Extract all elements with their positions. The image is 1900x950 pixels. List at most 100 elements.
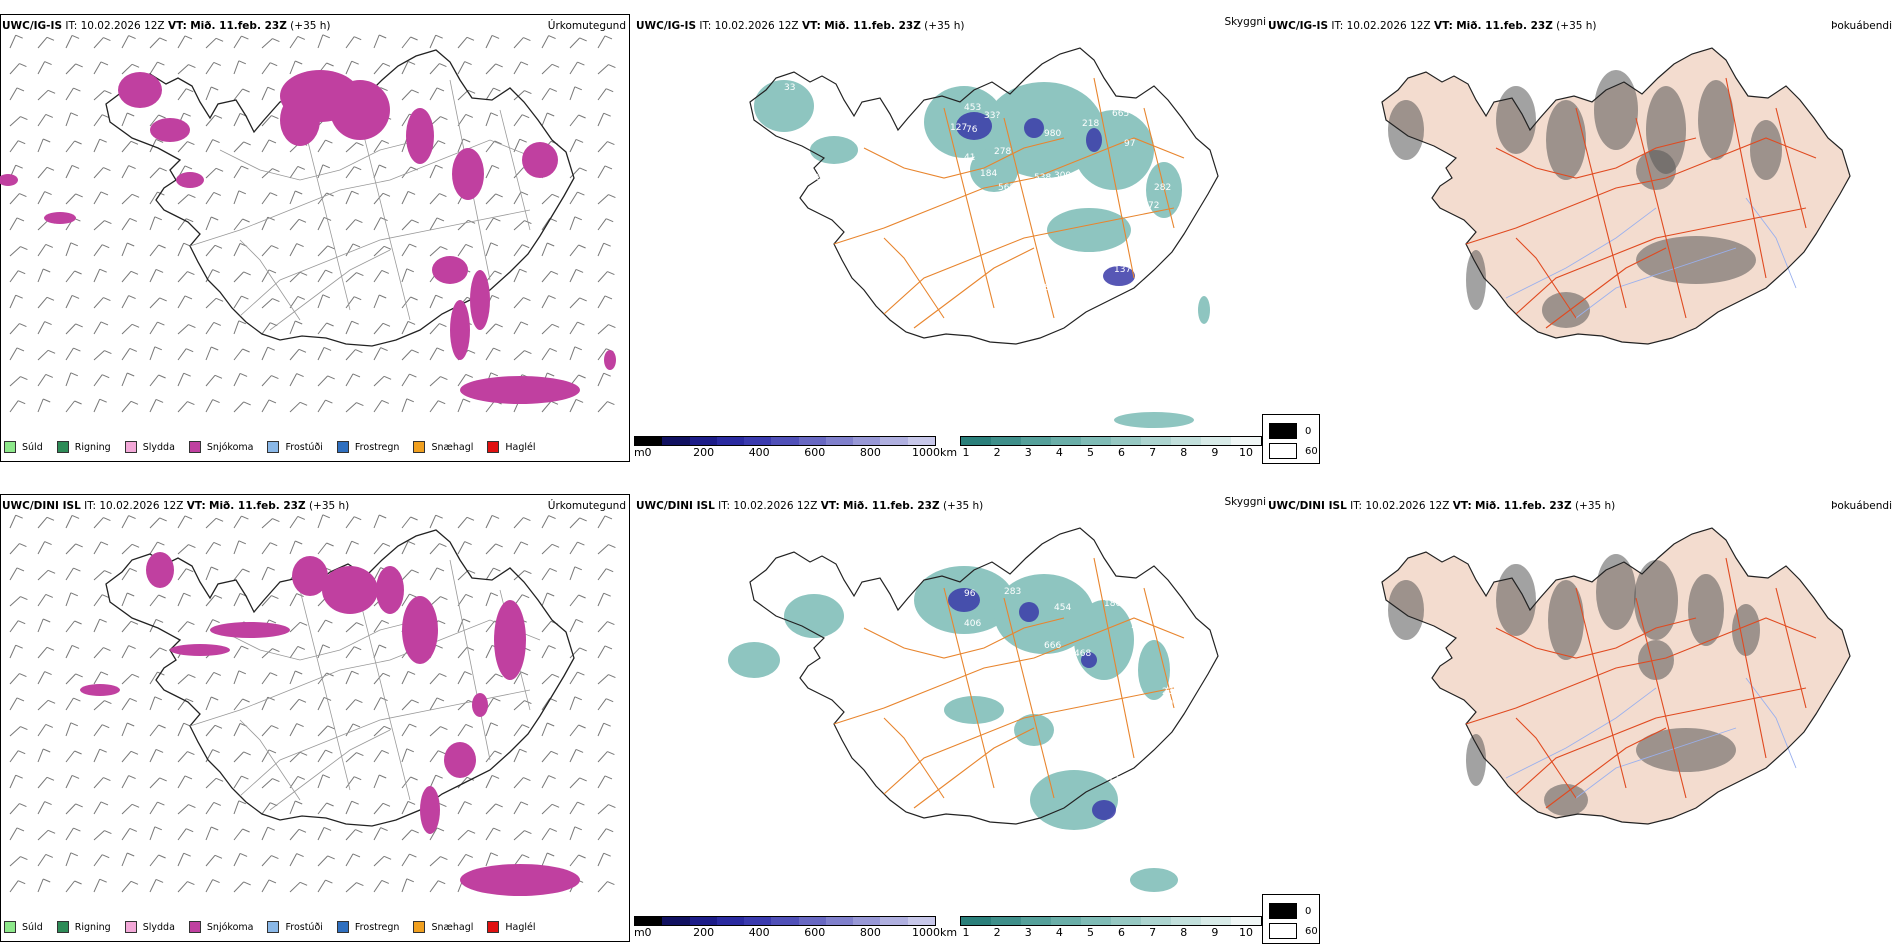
road-segment xyxy=(239,719,301,801)
vt-value: Mið. 11.feb. 23Z xyxy=(1456,20,1553,32)
wind-barb xyxy=(429,567,445,581)
wind-barb xyxy=(205,37,224,49)
wind-barb xyxy=(233,645,249,659)
wind-barb xyxy=(569,594,586,607)
road-segment xyxy=(1775,107,1807,229)
wind-barb xyxy=(177,722,191,737)
cloud-base-label: 129 xyxy=(1086,259,1103,269)
road-segment xyxy=(269,729,391,811)
wind-barb xyxy=(233,295,249,309)
wind-barb xyxy=(261,725,279,737)
snow-area xyxy=(176,172,204,188)
wind-barb xyxy=(541,567,557,581)
wind-barb xyxy=(93,191,109,205)
wind-barb xyxy=(93,570,112,581)
cloud-base-map: 96 283 454 180 73 406 666 468 917 230 230 229 237 138 xyxy=(728,527,1219,892)
colorbar-segment xyxy=(907,917,935,925)
model-name: UWC/DINI ISL xyxy=(636,500,715,512)
wind-barb xyxy=(317,164,330,179)
wind-barb xyxy=(93,801,109,815)
wind-barb xyxy=(37,569,56,581)
wind-barb xyxy=(205,399,220,413)
wind-barb xyxy=(93,700,112,711)
wind-barb xyxy=(9,697,25,711)
fog-area xyxy=(1594,70,1638,150)
legend-item: Haglél xyxy=(487,921,536,933)
vt-value: Mið. 11.feb. 23Z xyxy=(209,500,306,512)
wind-barb xyxy=(457,569,476,581)
snow-area xyxy=(292,556,328,596)
wind-barb xyxy=(205,879,220,893)
wind-barb xyxy=(121,543,140,555)
wind-barb xyxy=(345,670,359,685)
river xyxy=(1505,687,1657,779)
fog-area xyxy=(1636,728,1736,772)
lead-time: (+35 h) xyxy=(942,500,984,512)
cloud-base-label: 97 xyxy=(1124,139,1135,149)
legend-swatch xyxy=(56,921,69,933)
wind-barb xyxy=(485,87,501,101)
wind-barb xyxy=(261,86,275,101)
road-segment xyxy=(1725,557,1767,759)
wind-barb xyxy=(541,543,560,555)
low-visibility-area xyxy=(984,82,1104,178)
wind-barb xyxy=(457,541,472,555)
wind-barb xyxy=(317,826,332,841)
wind-barb xyxy=(9,400,26,413)
wind-barb xyxy=(345,776,362,789)
wind-barb xyxy=(429,193,447,205)
colorbar-tick: 7 xyxy=(1149,926,1157,939)
wind-barb xyxy=(177,88,194,101)
wind-barb xyxy=(121,112,135,127)
wind-barb xyxy=(261,245,279,257)
snow-area xyxy=(432,256,468,284)
colorbar-segment xyxy=(771,917,799,925)
wind-barb xyxy=(37,296,55,309)
colorbar-segment xyxy=(880,917,908,925)
snow-area xyxy=(604,350,616,370)
wind-barb xyxy=(401,829,419,841)
wind-barb xyxy=(65,87,81,101)
road-segment xyxy=(359,599,411,801)
fog-legend-box: 0 60 xyxy=(1262,894,1320,944)
road-segment xyxy=(1725,77,1767,279)
wind-barb xyxy=(597,674,616,685)
snow-area xyxy=(460,864,580,896)
low-visibility-area xyxy=(1114,412,1194,428)
wind-barb xyxy=(233,401,251,413)
colorbar-tick: 5 xyxy=(1086,446,1094,459)
snow-area xyxy=(118,72,162,108)
cloud-base-label: 96 xyxy=(964,589,976,599)
wind-barb xyxy=(289,243,304,257)
colorbar-segment xyxy=(1111,437,1141,445)
legend-label: Snæhagl xyxy=(431,441,474,453)
wind-barb xyxy=(261,855,279,867)
wind-barb xyxy=(233,800,246,815)
low-cloud-base-area xyxy=(1103,266,1135,286)
wind-barb xyxy=(37,593,53,607)
colorbar-tick: 600 xyxy=(804,446,826,459)
wind-barb xyxy=(289,800,303,815)
legend-label: Slydda xyxy=(142,921,175,933)
vt-value: Mið. 11.feb. 23Z xyxy=(843,500,940,512)
wind-barb xyxy=(9,294,23,309)
wind-barb xyxy=(9,193,27,205)
lead-time: (+35 h) xyxy=(924,20,965,32)
legend-swatch xyxy=(487,921,500,933)
wind-barb xyxy=(177,881,195,893)
legend-swatch xyxy=(413,441,426,453)
wind-barb xyxy=(485,592,498,607)
wind-barb xyxy=(37,398,51,413)
wind-barb xyxy=(541,295,556,309)
wind-barb xyxy=(177,568,194,581)
cloud-base-label: 137 xyxy=(1114,265,1131,275)
colorbar-tick: 4 xyxy=(1055,926,1063,939)
wind-barb xyxy=(373,62,391,75)
wind-barb xyxy=(429,827,445,841)
it-value: 10.02.2026 12Z xyxy=(714,20,799,32)
snow-area xyxy=(470,270,490,330)
fog-area xyxy=(1546,100,1586,180)
wind-barb xyxy=(261,192,278,205)
wind-barb xyxy=(261,346,275,361)
wind-barb xyxy=(233,190,246,205)
